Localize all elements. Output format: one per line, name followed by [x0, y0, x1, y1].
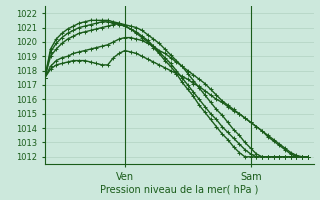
- X-axis label: Pression niveau de la mer( hPa ): Pression niveau de la mer( hPa ): [100, 184, 258, 194]
